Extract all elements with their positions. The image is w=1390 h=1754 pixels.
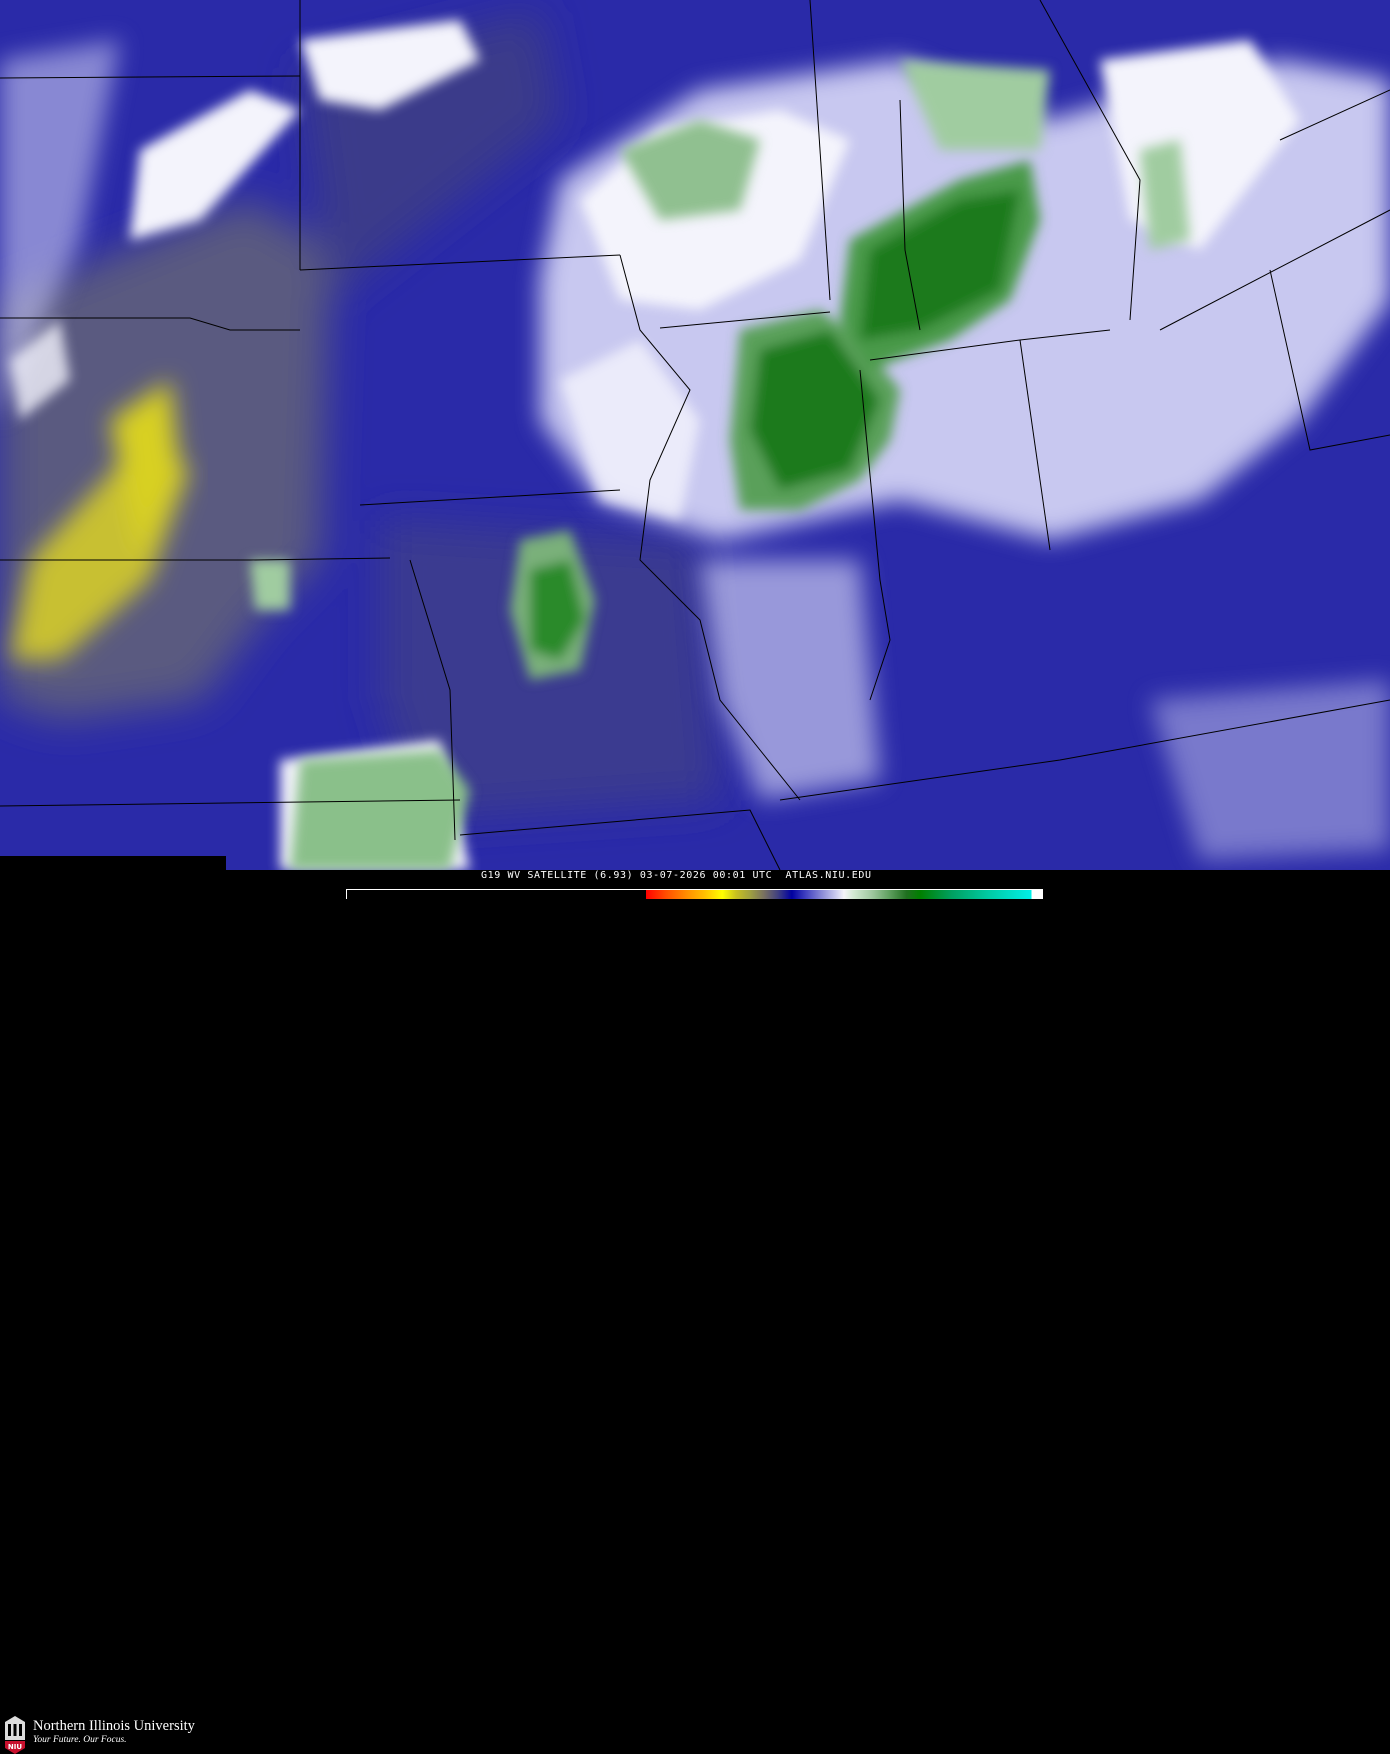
niu-logo: NIU Northern Illinois University Your Fu… (0, 856, 226, 1754)
dry-slot-yellow (10, 380, 190, 660)
svg-text:NIU: NIU (8, 1743, 22, 1751)
niu-seal-icon: NIU (5, 1716, 25, 1754)
university-tagline: Your Future. Our Focus. (33, 1735, 127, 1745)
university-name: Northern Illinois University (33, 1718, 195, 1734)
water-vapor-satellite-map (0, 0, 1390, 870)
state-boundaries (0, 0, 1390, 870)
product-caption: G19 WV SATELLITE (6.93) 03-07-2026 00:01… (481, 870, 872, 881)
color-scale-bar (346, 889, 1043, 899)
deep-moisture-green (250, 60, 1190, 870)
